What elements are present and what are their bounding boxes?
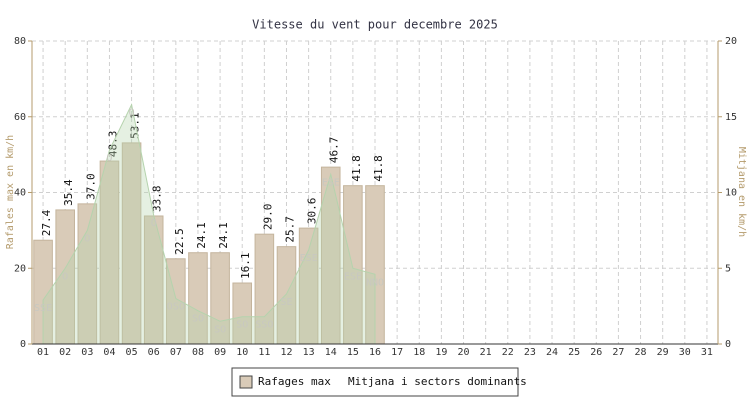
y2-axis-label: Mitjana en km/h — [736, 147, 747, 237]
x-tick-label: 07 — [170, 347, 182, 358]
sector-label: OSO — [167, 302, 185, 313]
sector-label: O — [62, 271, 68, 282]
value-label: 24.1 — [195, 222, 208, 249]
y-tick-label: 40 — [14, 188, 26, 199]
x-tick-label: 22 — [502, 347, 514, 358]
x-tick-label: 19 — [435, 347, 447, 358]
value-label: 16.1 — [239, 253, 252, 280]
x-tick-label: 20 — [457, 347, 469, 358]
legend-swatch — [239, 375, 253, 389]
x-tick-label: 15 — [347, 347, 359, 358]
area — [42, 103, 376, 345]
x-tick-label: 16 — [369, 347, 381, 358]
value-label: 33.8 — [151, 185, 164, 212]
sector-label: O — [84, 233, 90, 244]
sector-label: SSE — [34, 303, 52, 314]
x-tick-label: 14 — [325, 347, 337, 358]
x-tick-label: 09 — [214, 347, 226, 358]
value-label: 30.6 — [306, 198, 319, 225]
x-tick-label: 26 — [590, 347, 602, 358]
sector-label: NNO — [366, 277, 384, 288]
value-label: 29.0 — [261, 204, 274, 231]
value-label: 41.8 — [350, 155, 363, 182]
y-tick-label: 80 — [14, 36, 26, 47]
value-label: 53.1 — [129, 112, 142, 139]
x-tick-label: 29 — [657, 347, 669, 358]
sector-label: ESE — [322, 177, 340, 188]
sector-label: O — [151, 218, 157, 229]
x-tick-label: 03 — [81, 347, 93, 358]
sector-label: SSO — [255, 320, 273, 331]
sector-label: ESE — [300, 253, 318, 264]
value-label: 22.5 — [173, 228, 186, 255]
x-tick-label: 25 — [568, 347, 580, 358]
y2-tick-label: 0 — [725, 339, 731, 350]
x-tick-label: 02 — [59, 347, 71, 358]
sector-label: O — [106, 153, 112, 164]
x-tick-label: 18 — [413, 347, 425, 358]
x-tick-label: 05 — [126, 347, 138, 358]
x-tick-label: 12 — [280, 347, 292, 358]
value-label: 27.4 — [40, 209, 53, 236]
value-label: 35.4 — [62, 179, 75, 206]
x-tick-label: 13 — [303, 347, 315, 358]
value-label: 24.1 — [217, 222, 230, 249]
y-axis-label: Rafales max en km/h — [5, 135, 16, 249]
sector-label: SO — [214, 324, 226, 335]
y2-tick-label: 15 — [725, 112, 737, 123]
value-label: 41.8 — [372, 155, 385, 182]
x-tick-label: 24 — [546, 347, 558, 358]
legend — [231, 367, 519, 397]
x-tick-label: 27 — [612, 347, 624, 358]
x-tick-label: 01 — [37, 347, 49, 358]
sector-label: ESE — [344, 271, 362, 282]
y2-tick-label: 10 — [725, 188, 737, 199]
x-tick-label: 04 — [103, 347, 115, 358]
sector-label: SO — [192, 314, 204, 325]
y-tick-label: 0 — [20, 339, 26, 350]
x-tick-label: 08 — [192, 347, 204, 358]
legend-label: Mitjana i sectors dominants — [348, 375, 527, 388]
x-tick-label: 17 — [391, 347, 403, 358]
chart-title: Vitesse du vent pour decembre 2025 — [252, 18, 498, 32]
x-tick-label: 31 — [701, 347, 713, 358]
legend-label: Rafages max — [258, 375, 331, 388]
sector-label: SE — [280, 297, 292, 308]
x-tick-label: 28 — [635, 347, 647, 358]
y-tick-label: 60 — [14, 112, 26, 123]
value-label: 37.0 — [84, 173, 97, 200]
y2-tick-label: 5 — [725, 263, 731, 274]
sector-label: SO — [236, 320, 248, 331]
sector-label: O — [129, 108, 135, 119]
x-tick-label: 21 — [480, 347, 492, 358]
x-tick-label: 30 — [679, 347, 691, 358]
y2-tick-label: 20 — [725, 36, 737, 47]
value-label: 46.7 — [328, 137, 341, 164]
value-label: 25.7 — [283, 216, 296, 243]
x-tick-label: 06 — [148, 347, 160, 358]
y-tick-label: 20 — [14, 263, 26, 274]
x-tick-label: 11 — [258, 347, 270, 358]
x-tick-label: 10 — [236, 347, 248, 358]
x-tick-label: 23 — [524, 347, 536, 358]
